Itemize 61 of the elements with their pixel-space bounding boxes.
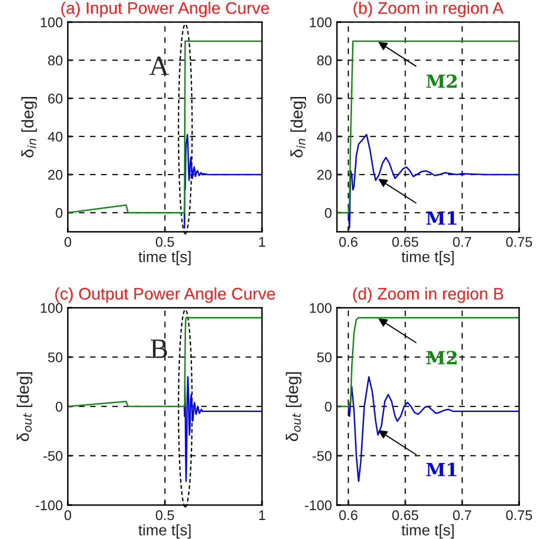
x-tick-label: 0 <box>64 510 72 520</box>
x-tick-label: 1 <box>259 510 266 520</box>
y-tick-label: 20 <box>48 170 62 180</box>
series-label: M2 <box>426 350 457 364</box>
line-series <box>68 316 262 408</box>
x-tick-label: 0 <box>64 237 72 247</box>
y-tick-label: 0 <box>324 208 332 218</box>
y-tick-label: 80 <box>48 56 62 66</box>
line-series <box>184 376 262 482</box>
line-series <box>348 134 520 229</box>
y-tick-label: 50 <box>317 352 332 362</box>
y-tick-label: -50 <box>44 451 62 461</box>
text: M1 <box>426 462 456 476</box>
x-axis-title: time t[s] <box>402 250 454 266</box>
x-axis-title: time t[s] <box>402 524 454 538</box>
annotation: A <box>149 56 169 75</box>
x-axis-title: time t[s] <box>138 250 191 266</box>
x-tick-label: 0.75 <box>506 237 532 247</box>
y-axis-title: δ$_{in}$ [deg] <box>21 97 37 158</box>
y-tick-label: 100 <box>40 303 62 313</box>
x-tick-label: 0.6 <box>339 237 358 247</box>
series-label: M2 <box>426 74 457 88</box>
chart-title: (b) Zoom in region A <box>354 2 504 18</box>
y-tick-label: 0 <box>324 402 332 412</box>
x-tick-label: 1 <box>259 237 266 247</box>
y-tick-label: 20 <box>317 170 332 180</box>
y-tick-label: 40 <box>316 132 332 142</box>
y-tick-label: 100 <box>310 17 332 28</box>
x-tick-label: 0.65 <box>392 237 418 247</box>
y-tick-label: 50 <box>48 352 62 362</box>
line-series <box>68 40 262 214</box>
x-axis-title: time t[s] <box>138 524 191 538</box>
chart-title: (c) Output Power Angle Curve <box>55 287 275 303</box>
x-tick-label: 0.5 <box>156 510 174 520</box>
x-tick-label: 0.75 <box>506 510 532 520</box>
x-tick-label: 0.7 <box>453 237 472 247</box>
chart-title: (a) Input Power Angle Curve <box>61 2 269 18</box>
y-tick-label: 100 <box>310 303 332 313</box>
x-tick-label: 0.65 <box>392 510 418 520</box>
text: M1 <box>426 211 456 225</box>
x-tick-label: 0.6 <box>339 510 358 520</box>
line-series <box>336 316 520 408</box>
line-series <box>184 134 262 229</box>
y-axis-title: δ$_{out}$ [deg] <box>16 372 32 442</box>
y-axis-title: δ$_{in}$ [deg] <box>290 97 306 158</box>
y-tick-label: 80 <box>317 56 332 66</box>
line-series <box>348 376 520 482</box>
y-tick-label: -100 <box>304 500 332 510</box>
y-tick-label: 100 <box>40 17 62 28</box>
y-tick-label: 60 <box>317 94 332 104</box>
y-tick-label: 0 <box>56 402 62 412</box>
x-tick-label: 0.5 <box>156 237 174 247</box>
x-tick-label: 0.7 <box>453 510 472 520</box>
y-tick-label: -100 <box>36 500 62 510</box>
y-tick-label: 0 <box>56 208 62 218</box>
annotation: B <box>150 340 167 358</box>
y-tick-label: 40 <box>48 132 62 142</box>
y-axis-title: δ$_{out}$ [deg] <box>286 372 302 442</box>
y-tick-label: 60 <box>48 94 62 104</box>
y-tick-label: -50 <box>312 451 332 461</box>
chart-title: (d) Zoom in region B <box>353 287 504 303</box>
